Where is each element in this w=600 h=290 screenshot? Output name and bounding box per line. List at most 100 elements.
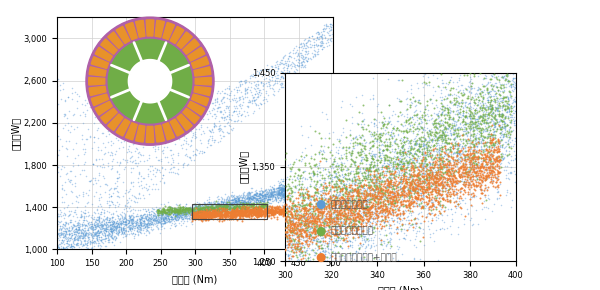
Point — [316, 185, 325, 190]
Point — [418, 166, 427, 171]
Point — [285, 197, 295, 202]
Point — [113, 229, 123, 233]
Point — [158, 173, 167, 177]
Point — [208, 128, 217, 132]
Point — [290, 230, 299, 235]
Point — [167, 211, 177, 215]
Point — [494, 149, 504, 154]
Point — [125, 226, 135, 231]
Point — [429, 180, 439, 184]
Point — [355, 200, 365, 205]
Point — [287, 178, 296, 183]
Point — [170, 119, 179, 124]
Point — [181, 207, 190, 211]
Point — [482, 151, 492, 156]
Point — [395, 137, 405, 142]
Point — [419, 124, 429, 129]
Point — [300, 182, 310, 186]
Point — [148, 172, 158, 176]
Point — [248, 207, 258, 212]
Point — [479, 77, 488, 81]
Point — [376, 219, 385, 224]
Point — [321, 229, 331, 233]
Point — [422, 139, 432, 144]
Point — [220, 205, 229, 210]
Point — [367, 227, 377, 232]
Point — [511, 136, 520, 141]
Point — [335, 224, 345, 228]
Point — [280, 179, 290, 184]
Point — [310, 43, 319, 48]
Point — [445, 170, 454, 174]
Point — [263, 205, 272, 210]
Point — [469, 148, 479, 153]
Point — [416, 191, 426, 195]
Point — [491, 81, 500, 86]
Point — [166, 130, 175, 135]
Point — [301, 175, 310, 180]
Point — [301, 187, 311, 192]
Point — [325, 185, 335, 189]
Point — [337, 162, 347, 167]
Point — [154, 220, 164, 224]
Point — [188, 208, 197, 213]
Point — [471, 141, 481, 146]
Point — [104, 110, 113, 115]
Point — [313, 190, 322, 194]
Point — [334, 198, 343, 203]
Point — [88, 224, 98, 229]
Point — [468, 124, 478, 129]
Point — [499, 93, 508, 98]
Point — [468, 113, 478, 118]
Point — [437, 95, 447, 99]
Point — [236, 112, 245, 117]
Point — [191, 215, 200, 220]
Point — [424, 197, 434, 202]
Point — [310, 224, 319, 229]
Point — [335, 231, 345, 236]
Point — [121, 233, 131, 238]
Point — [166, 148, 176, 153]
Point — [227, 204, 236, 209]
Point — [425, 186, 435, 191]
Point — [277, 209, 287, 213]
Point — [251, 195, 261, 200]
Point — [205, 209, 215, 213]
Point — [458, 197, 467, 202]
Point — [464, 169, 474, 174]
Point — [338, 191, 347, 196]
Point — [493, 145, 503, 150]
Point — [315, 204, 325, 209]
Point — [293, 54, 302, 59]
Point — [398, 190, 407, 195]
Point — [158, 217, 168, 221]
Point — [293, 212, 303, 217]
Point — [295, 166, 304, 171]
Point — [409, 243, 419, 247]
Point — [211, 203, 221, 208]
Point — [214, 213, 223, 218]
Point — [164, 218, 174, 223]
Point — [259, 199, 269, 204]
Point — [453, 118, 463, 123]
Point — [437, 180, 447, 185]
Point — [308, 219, 317, 223]
Point — [358, 93, 367, 97]
Point — [77, 213, 86, 218]
Point — [467, 119, 477, 124]
Point — [421, 173, 431, 177]
Point — [367, 180, 376, 184]
Point — [370, 117, 379, 122]
Point — [486, 94, 496, 98]
Point — [442, 111, 451, 116]
Point — [494, 123, 504, 128]
Point — [125, 144, 134, 148]
Point — [134, 113, 143, 118]
Point — [207, 100, 217, 105]
Point — [501, 168, 511, 173]
Point — [471, 141, 481, 146]
Point — [142, 186, 151, 191]
Point — [491, 180, 500, 184]
Point — [262, 207, 272, 211]
Point — [478, 108, 487, 113]
